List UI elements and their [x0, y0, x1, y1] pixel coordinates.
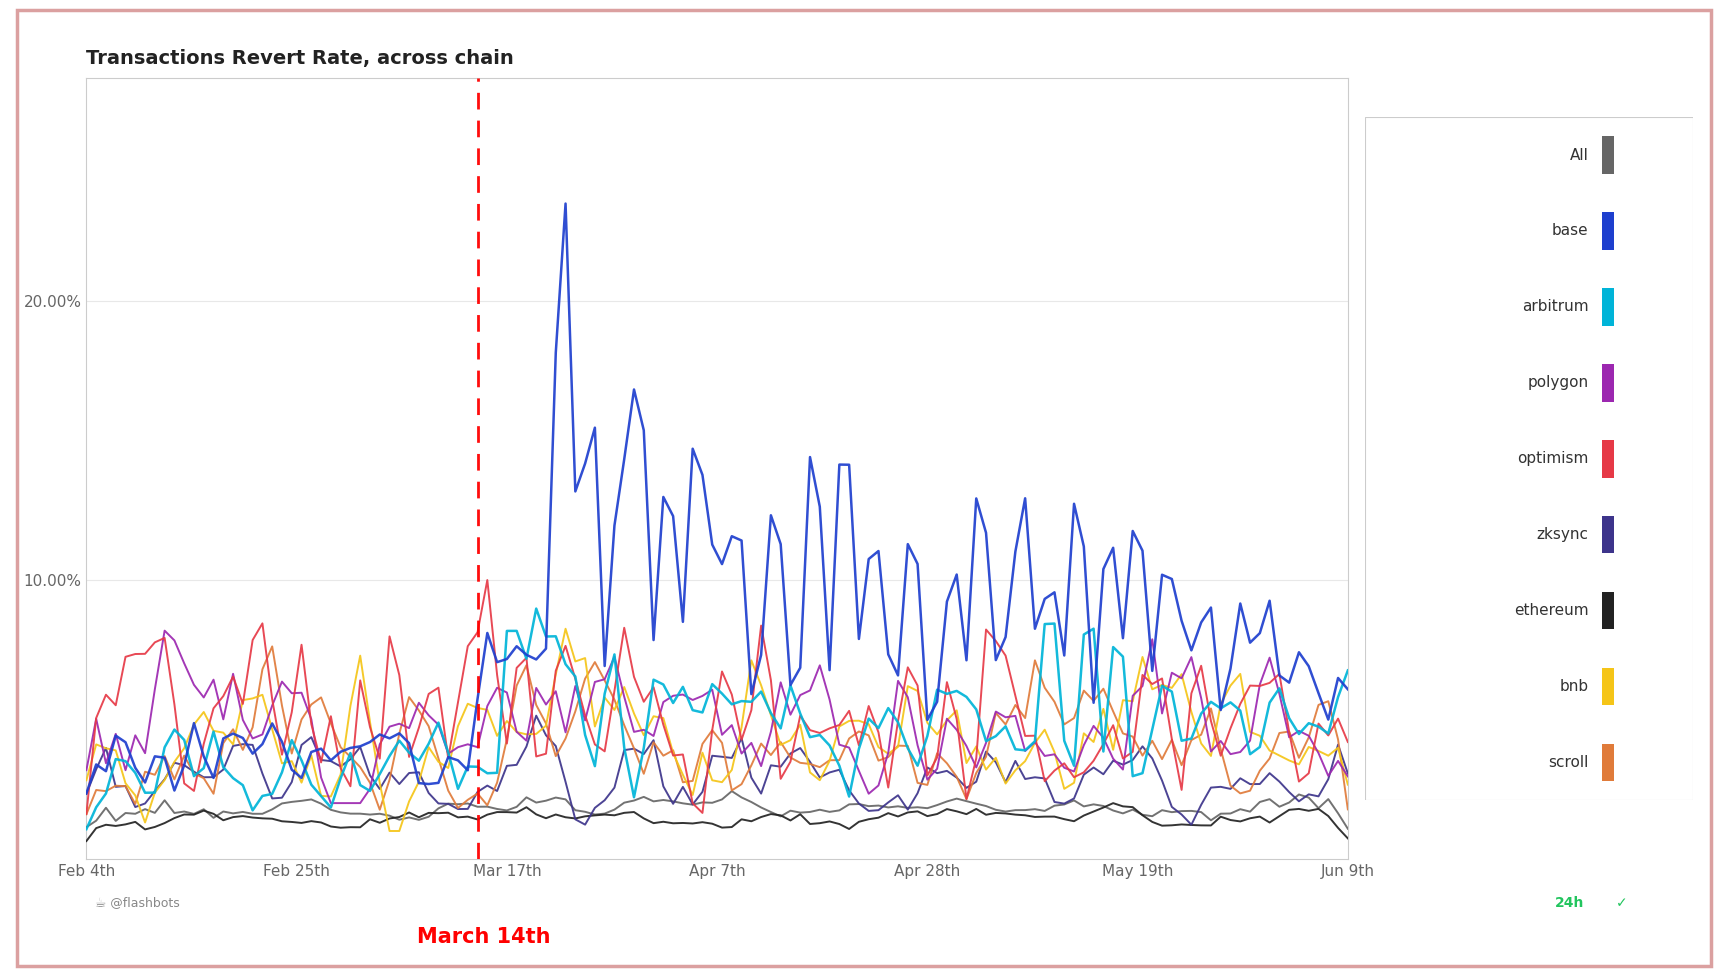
Text: zksync: zksync [1536, 527, 1588, 542]
FancyBboxPatch shape [1602, 591, 1614, 630]
FancyBboxPatch shape [1602, 440, 1614, 477]
Text: All: All [1569, 147, 1588, 163]
Text: Transactions Revert Rate, across chain: Transactions Revert Rate, across chain [86, 49, 515, 68]
FancyBboxPatch shape [1602, 137, 1614, 174]
Text: polygon: polygon [1528, 376, 1588, 390]
Text: March 14th: March 14th [416, 927, 551, 947]
FancyBboxPatch shape [1602, 516, 1614, 553]
Text: base: base [1552, 224, 1588, 238]
FancyBboxPatch shape [1602, 668, 1614, 706]
Text: scroll: scroll [1548, 754, 1588, 770]
FancyBboxPatch shape [1602, 288, 1614, 326]
Text: bnb: bnb [1559, 679, 1588, 694]
FancyBboxPatch shape [1602, 364, 1614, 401]
FancyBboxPatch shape [1602, 744, 1614, 781]
Text: 24h: 24h [1555, 896, 1585, 910]
Text: arbitrum: arbitrum [1522, 300, 1588, 314]
FancyBboxPatch shape [1602, 212, 1614, 250]
Text: ✓: ✓ [1616, 896, 1628, 910]
Text: ☕ @flashbots: ☕ @flashbots [95, 896, 180, 910]
Text: ethereum: ethereum [1514, 603, 1588, 618]
Text: optimism: optimism [1517, 451, 1588, 467]
